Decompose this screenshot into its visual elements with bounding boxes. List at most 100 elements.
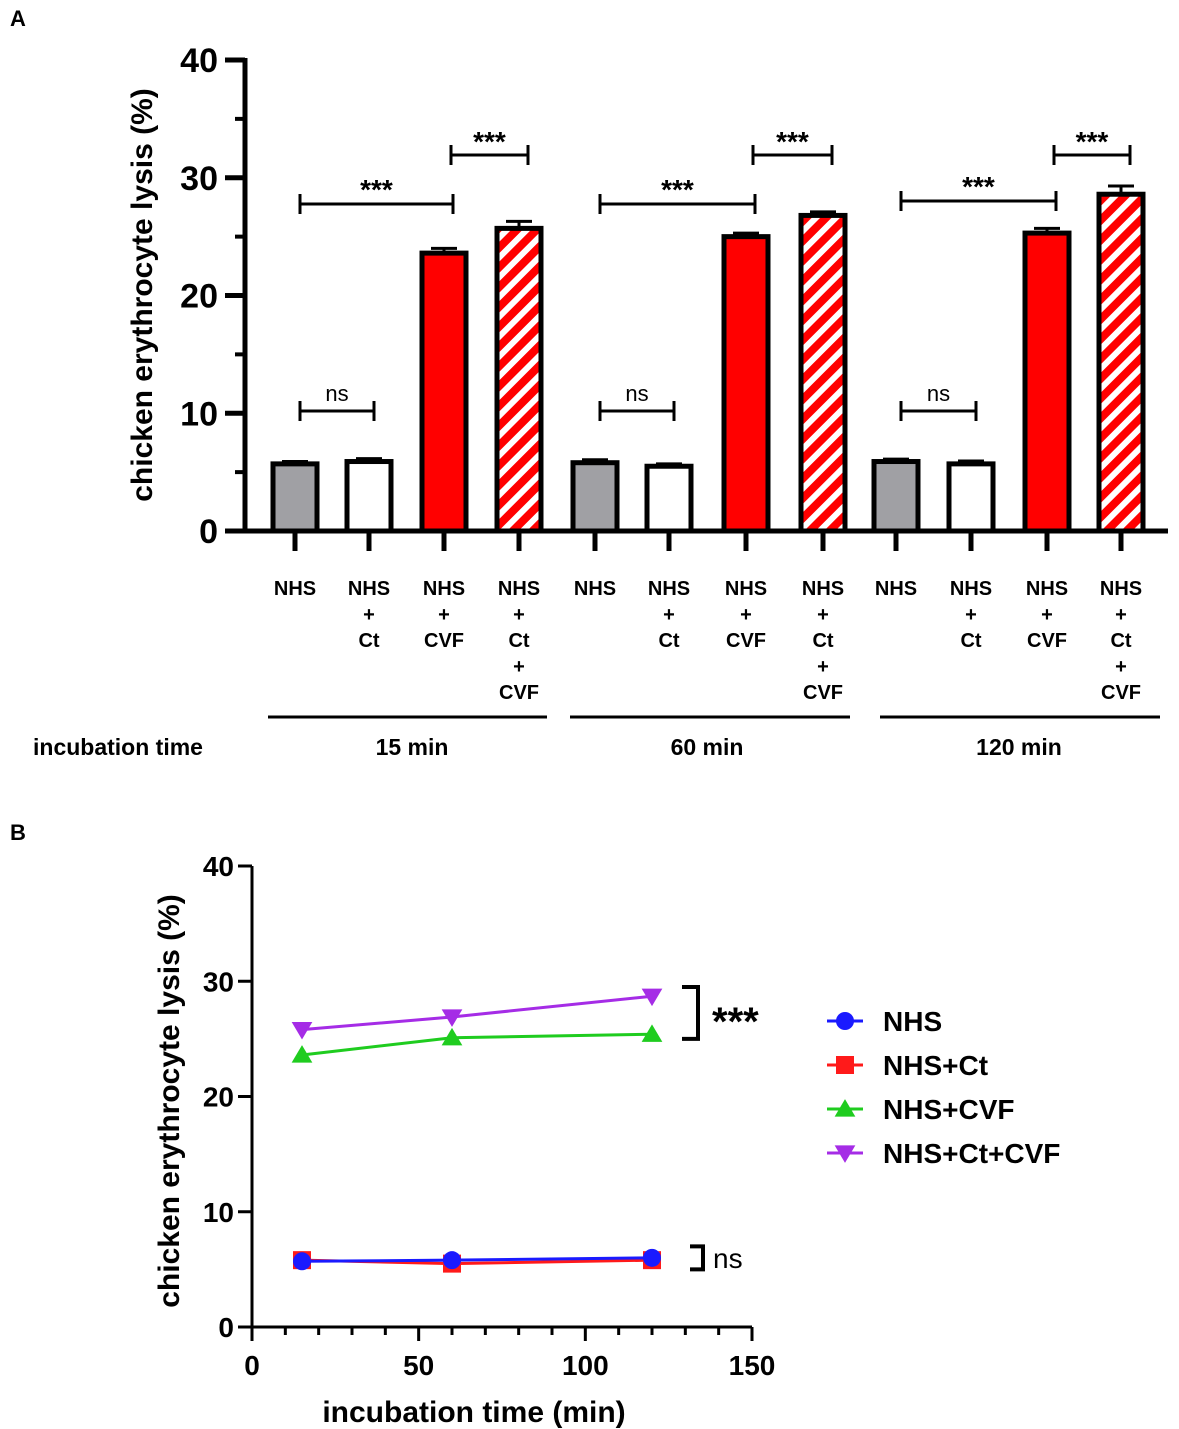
y-axis-label-b: chicken erythrocyte lysis (%) <box>153 894 186 1308</box>
bar-label: CVF <box>803 682 843 704</box>
x-axis-label-b: incubation time (min) <box>322 1396 625 1429</box>
bar-label: + <box>513 604 525 626</box>
data-point-NHS+Ct+CVF <box>441 1009 463 1027</box>
y-tick-label-a: 20 <box>180 278 218 316</box>
bar-label: NHS <box>950 578 992 600</box>
panel-b: B 0 10 20 30 40 0 50 100 150 incubation time (min)… <box>10 820 1060 1429</box>
legend-label-NHS+CVF: NHS+CVF <box>883 1094 1014 1125</box>
bar-label: Ct <box>658 630 679 652</box>
legend-label-NHS+Ct+CVF: NHS+Ct+CVF <box>883 1138 1060 1169</box>
legend-marker-NHS+CVF <box>834 1099 856 1117</box>
bar-label: + <box>1115 656 1127 678</box>
data-point-NHS <box>643 1248 661 1267</box>
bar-15min-3 <box>494 225 544 534</box>
bar-label: Ct <box>812 630 833 652</box>
annotation-bracket <box>682 985 700 1041</box>
bar-label: Ct <box>358 630 379 652</box>
bar-label: + <box>1041 604 1053 626</box>
significance-stars: *** <box>473 126 506 157</box>
bar-15min-0 <box>270 461 320 534</box>
bar-label: + <box>1115 604 1127 626</box>
bar-label: + <box>740 604 752 626</box>
bar-label: CVF <box>1101 682 1141 704</box>
y-tick-label-a: 10 <box>180 395 218 433</box>
bar-label: NHS <box>274 578 316 600</box>
group-label: 60 min <box>671 734 744 760</box>
legend-label-NHS+Ct: NHS+Ct <box>883 1050 988 1081</box>
y-tick-label-b: 0 <box>218 1312 234 1343</box>
bar-label: + <box>817 604 829 626</box>
bar-label: + <box>965 604 977 626</box>
group-label: 120 min <box>976 734 1062 760</box>
bar-label: + <box>663 604 675 626</box>
significance-stars: *** <box>776 126 809 157</box>
significance-ns: ns <box>927 381 950 406</box>
significance-ns: ns <box>325 381 348 406</box>
bar-15min-2 <box>419 250 469 534</box>
significance-stars: *** <box>1076 126 1109 157</box>
y-tick-label-a: 0 <box>199 513 218 551</box>
bar-60min-1 <box>644 463 694 534</box>
bar-label: Ct <box>960 630 981 652</box>
group-label: 15 min <box>376 734 449 760</box>
data-point-NHS+CVF <box>641 1024 663 1042</box>
significance-ns: ns <box>713 1243 743 1274</box>
data-point-NHS+CVF <box>441 1027 463 1046</box>
y-tick-label-b: 40 <box>203 851 234 882</box>
bar-label: Ct <box>1110 630 1131 652</box>
legend-label-NHS: NHS <box>883 1006 942 1037</box>
bar-label: CVF <box>726 630 766 652</box>
panel-label-a: A <box>10 6 26 31</box>
data-point-NHS <box>443 1251 461 1270</box>
panel-label-b: B <box>10 820 26 845</box>
y-tick-label-b: 10 <box>203 1197 234 1228</box>
bar-label: NHS <box>348 578 390 600</box>
data-point-NHS+CVF <box>291 1045 313 1063</box>
bar-label: NHS <box>574 578 616 600</box>
bar-60min-2 <box>721 234 771 534</box>
bar-60min-3 <box>798 212 848 534</box>
panel-a: A 0 10 20 30 40 chicken erythrocyte lysis (%) N… <box>10 6 1168 760</box>
bar-label: + <box>438 604 450 626</box>
bar-label: + <box>817 656 829 678</box>
data-point-NHS <box>293 1252 311 1271</box>
y-tick-label-b: 30 <box>203 966 234 997</box>
x-tick-label-b: 50 <box>403 1350 434 1381</box>
x-tick-label-b: 0 <box>244 1350 260 1381</box>
y-axis-label-a: chicken erythrocyte lysis (%) <box>126 88 159 502</box>
legend-marker-NHS <box>836 1012 854 1030</box>
bar-label: NHS <box>498 578 540 600</box>
bar-120min-0 <box>871 459 921 534</box>
x-tick-label-b: 100 <box>562 1350 609 1381</box>
bar-120min-1 <box>946 461 996 534</box>
bar-label: + <box>363 604 375 626</box>
legend-marker-NHS+Ct <box>836 1056 854 1074</box>
significance-stars: *** <box>712 1000 759 1044</box>
y-tick-label-b: 20 <box>203 1082 234 1113</box>
y-tick-label-a: 30 <box>180 160 218 198</box>
bar-120min-2 <box>1022 230 1072 534</box>
bar-label: CVF <box>499 682 539 704</box>
bar-label: NHS <box>875 578 917 600</box>
bar-label: NHS <box>725 578 767 600</box>
data-point-NHS+Ct+CVF <box>291 1022 313 1040</box>
bar-15min-1 <box>344 459 394 534</box>
group-axis-label: incubation time <box>33 734 203 760</box>
bar-120min-3 <box>1096 191 1146 534</box>
series-line-NHS+CVF <box>301 1032 653 1057</box>
bar-label: Ct <box>508 630 529 652</box>
bar-label: NHS <box>1100 578 1142 600</box>
annotation-bracket <box>690 1244 705 1272</box>
y-tick-label-a: 40 <box>180 42 218 80</box>
x-tick-label-b: 150 <box>729 1350 776 1381</box>
significance-ns: ns <box>625 381 648 406</box>
bar-60min-0 <box>570 460 620 534</box>
legend-marker-NHS+Ct+CVF <box>834 1145 856 1163</box>
bar-label: CVF <box>1027 630 1067 652</box>
bar-label: NHS <box>423 578 465 600</box>
bar-label: CVF <box>424 630 464 652</box>
significance-stars: *** <box>661 174 694 205</box>
data-point-NHS+Ct+CVF <box>641 988 663 1007</box>
significance-stars: *** <box>360 174 393 205</box>
